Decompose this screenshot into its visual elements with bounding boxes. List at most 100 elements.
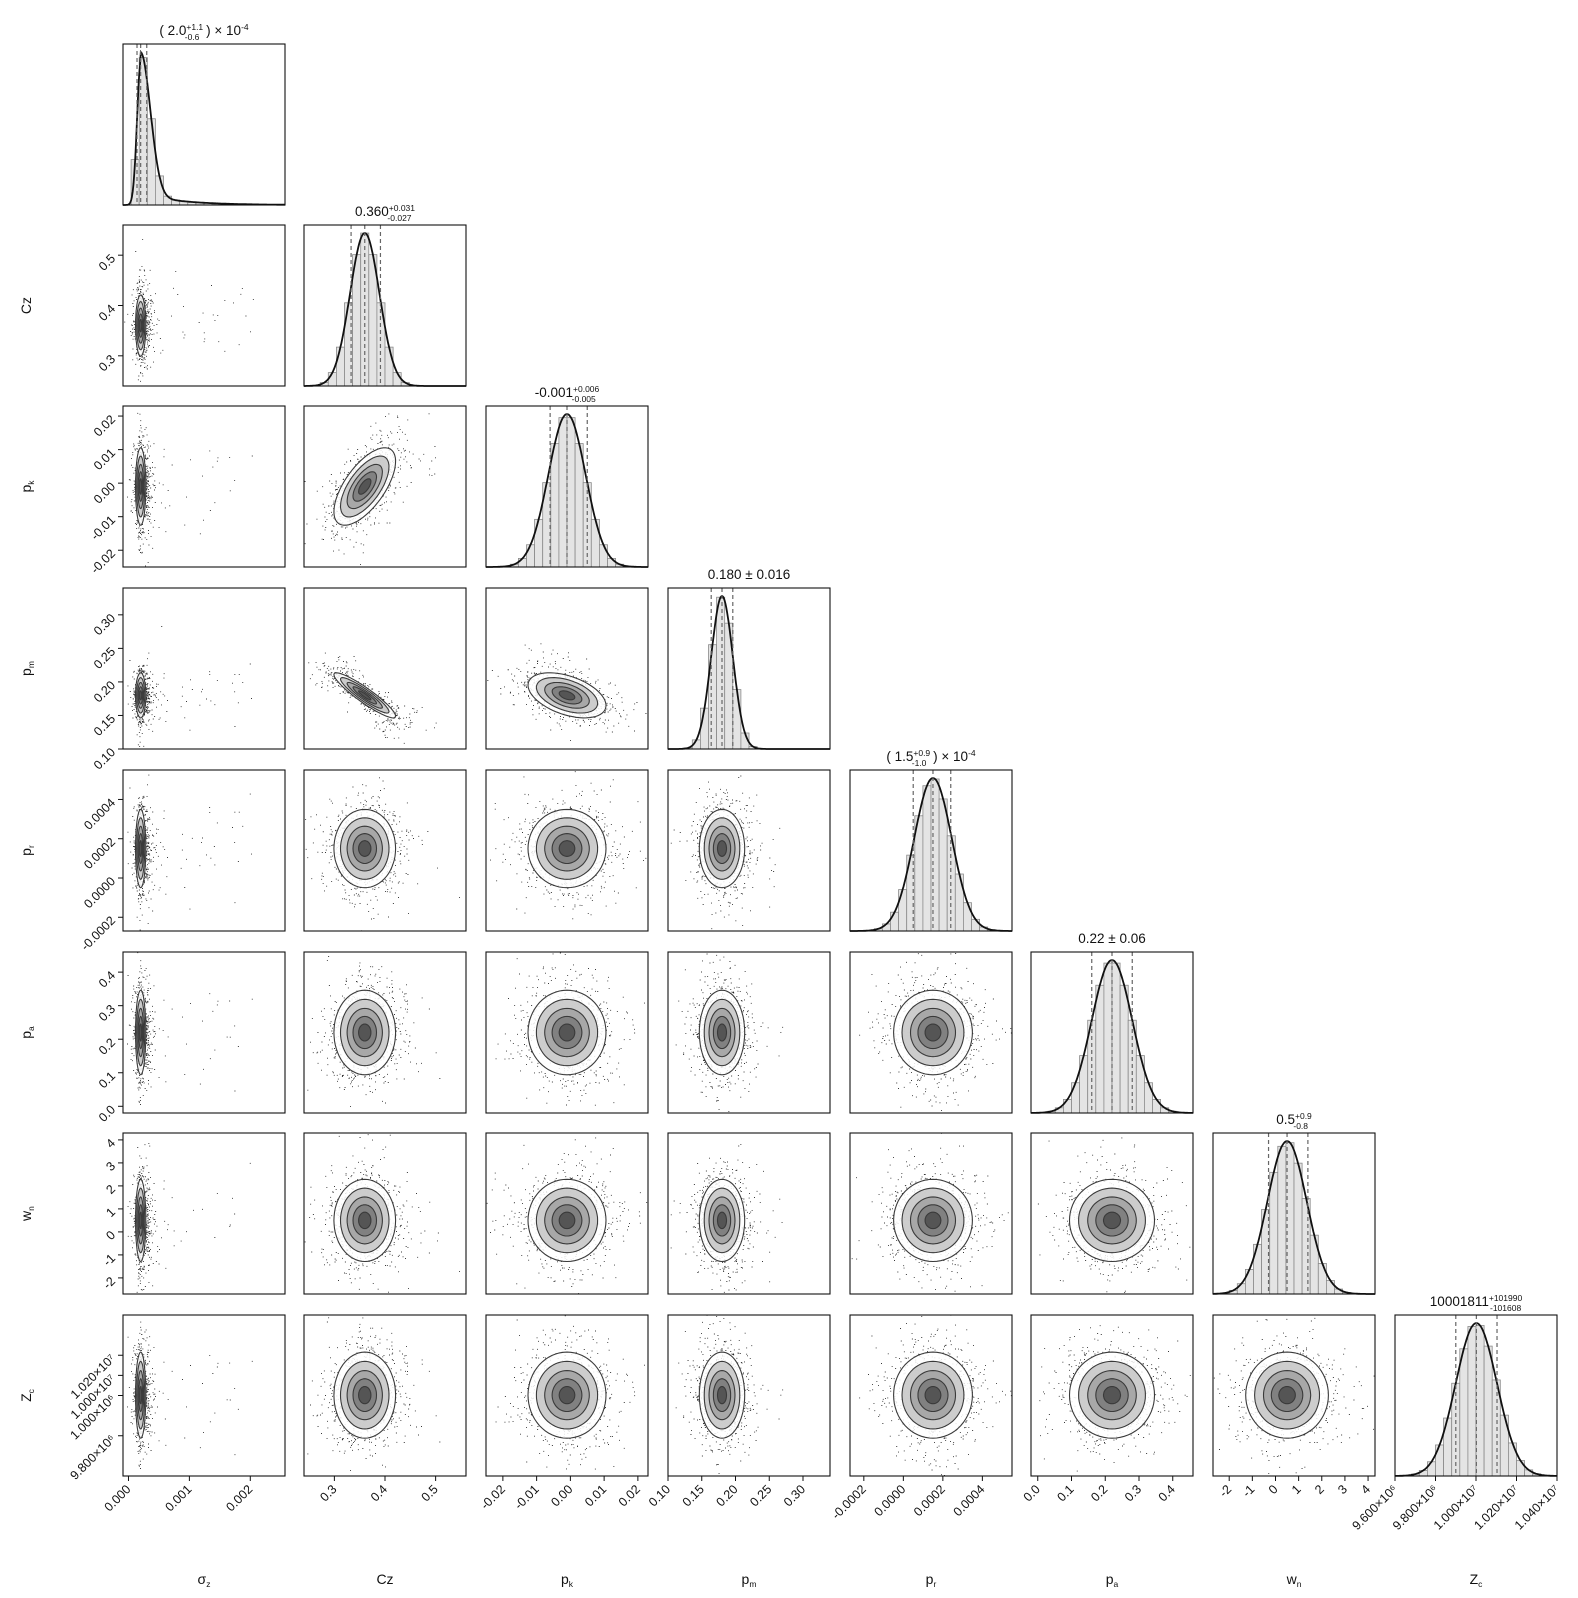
x-tick-label: 3 <box>1335 1482 1350 1497</box>
x-axis-label-pk: pk <box>561 1571 574 1589</box>
density-panel-pk-Zc <box>485 1314 649 1477</box>
density-panel-pr-wn <box>849 1132 1013 1295</box>
hist-bar <box>890 911 900 932</box>
hist-bar <box>700 707 709 750</box>
x-tick-label: 0.1 <box>1054 1482 1076 1504</box>
hist-bar <box>1236 1283 1246 1295</box>
x-tick-label: -1 <box>1240 1482 1258 1500</box>
panel-frame <box>485 769 649 932</box>
contour-level <box>139 1211 143 1230</box>
x-tick-label: 2 <box>1312 1482 1327 1497</box>
density-content <box>495 952 645 1106</box>
title-value: ( 2.0 <box>159 23 186 38</box>
density-panel-Cz-Zc <box>303 1314 467 1477</box>
param-title-pk: -0.001+0.006 -0.005 <box>535 384 600 404</box>
y-axis-label-wn: wn <box>18 1206 36 1222</box>
panel-frame <box>849 769 1013 932</box>
density-panel-σz-pm <box>122 587 286 750</box>
panel-frame <box>303 951 467 1114</box>
density-content <box>127 952 253 1105</box>
hist-bar <box>154 175 164 206</box>
y-tick-label: 0.02 <box>91 412 118 439</box>
contour-level <box>716 840 728 857</box>
density-content <box>851 1133 1009 1292</box>
x-tick-label: 0.3 <box>1122 1482 1144 1504</box>
hist-panel-pm: 0.180 ± 0.016 <box>667 567 831 750</box>
title-upper: +0.9 <box>1295 1111 1312 1121</box>
density-panel-σz-wn <box>122 1132 286 1295</box>
y-tick-label: -0.0002 <box>78 913 118 953</box>
y-tick-label: 0.00 <box>91 479 118 506</box>
x-axis-label-Cz: Cz <box>376 1571 393 1587</box>
title-exp: -4 <box>241 22 249 32</box>
y-tick-label: -0.01 <box>88 513 118 543</box>
panel-frame <box>667 769 831 932</box>
y-tick-label: 0.01 <box>91 446 118 473</box>
hist-bar <box>327 372 337 387</box>
hist-bar <box>1459 1348 1469 1477</box>
contour-level <box>139 1385 143 1405</box>
panel-frame <box>485 1132 649 1295</box>
hist-panel-Zc: 10001811+101990 -101608 <box>1394 1293 1558 1477</box>
hist-bar <box>1071 1082 1081 1114</box>
x-tick-label: 0.10 <box>646 1482 673 1509</box>
title-lower: -0.027 <box>387 213 411 223</box>
hist-bar <box>708 644 718 750</box>
y-axis-label-pr: pr <box>18 845 36 856</box>
y-tick-label: 0.3 <box>96 352 118 374</box>
title-exp: -4 <box>968 748 976 758</box>
hist-bar <box>1483 1345 1493 1477</box>
y-axis-label-pm: pm <box>18 661 36 676</box>
y-tick-label: 4 <box>103 1136 118 1151</box>
y-tick-label: 0.20 <box>91 678 118 705</box>
density-content <box>127 1321 253 1469</box>
panel-frame <box>1212 1132 1376 1295</box>
title-upper: +0.9 <box>913 748 930 758</box>
y-tick-label: 0 <box>103 1228 118 1243</box>
contour-level <box>358 840 372 857</box>
density-content <box>670 775 781 930</box>
hist-panel-pk: -0.001+0.006 -0.005 <box>485 384 649 568</box>
contour-level <box>924 1211 942 1230</box>
y-axis-pa: 0.0 0.1 0.2 0.3 0.4 pa <box>18 968 123 1125</box>
x-tick-label: -0.02 <box>478 1482 508 1512</box>
density-content <box>859 1315 1012 1476</box>
panel-frame <box>122 1132 286 1295</box>
hist-bar <box>526 544 536 568</box>
density-panel-Cz-wn <box>303 1132 467 1295</box>
kde-curve <box>1213 1140 1375 1295</box>
hist-bar <box>1326 1280 1335 1295</box>
density-panel-σz-pr <box>122 769 286 932</box>
hist-panel-wn: 0.5+0.9 -0.8 <box>1212 1111 1376 1295</box>
density-content <box>304 413 436 566</box>
density-panel-pm-pr <box>667 769 831 932</box>
x-axis-Zc: 9.600×10⁶9.800×10⁶1.000×10⁷1.020×10⁷1.04… <box>1349 1476 1562 1589</box>
density-content <box>127 1142 251 1293</box>
x-tick-label: 0.15 <box>680 1482 707 1509</box>
x-axis-label-Zc: Zc <box>1470 1571 1484 1589</box>
density-content <box>1031 1325 1191 1472</box>
y-tick-label: 0.0002 <box>81 835 118 872</box>
panel-frame <box>122 951 286 1114</box>
hist-bar <box>392 372 402 387</box>
density-panel-σz-pa <box>122 951 286 1114</box>
contour-level <box>558 840 576 857</box>
contour-level <box>558 1023 576 1042</box>
contour-level <box>139 318 143 333</box>
title-lower: -0.6 <box>185 32 200 42</box>
x-tick-label: 0.02 <box>616 1482 643 1509</box>
y-tick-label: 0.10 <box>91 745 118 772</box>
hist-bar <box>1516 1460 1526 1477</box>
density-panel-pk-pa <box>485 951 649 1114</box>
density-content <box>1037 1137 1191 1294</box>
panel-frame <box>122 405 286 568</box>
hist-bar <box>335 346 345 387</box>
y-tick-label: 0.0 <box>96 1102 118 1124</box>
hist-panel-pa: 0.22 ± 0.06 <box>1030 931 1194 1114</box>
hist-bar <box>963 902 972 932</box>
x-tick-label: 0.01 <box>582 1482 609 1509</box>
hist-bar <box>558 417 568 568</box>
contour-level <box>139 478 143 495</box>
x-axis-pk: -0.02 -0.01 0.00 0.01 0.02 pk <box>478 1476 643 1589</box>
y-axis-Cz: 0.3 0.4 0.5 Cz <box>18 251 123 374</box>
